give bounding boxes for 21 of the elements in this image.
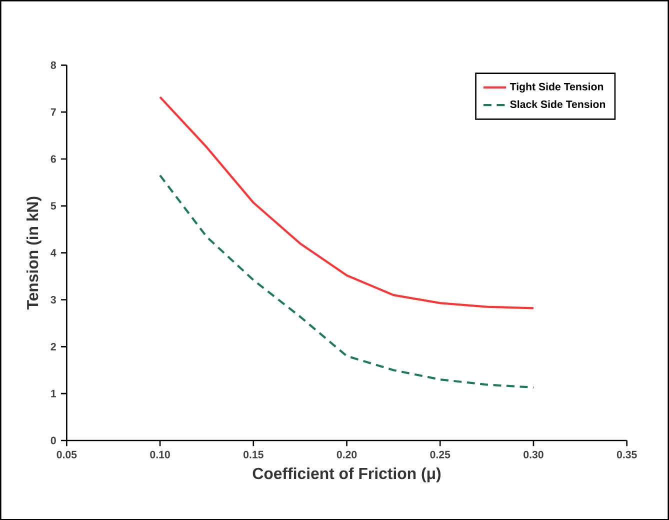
- y-tick-label: 1: [51, 390, 56, 398]
- x-tick-label: 0.15: [243, 450, 264, 458]
- x-tick-label: 0.20: [336, 450, 357, 458]
- y-axis-title: Tension (in kN): [26, 196, 42, 310]
- legend-label: Slack Side Tension: [510, 100, 606, 108]
- x-tick-label: 0.10: [150, 450, 170, 458]
- x-tick-label: 0.30: [524, 450, 544, 458]
- y-tick-label: 7: [50, 108, 56, 116]
- y-tick-label: 2: [50, 342, 56, 350]
- x-axis-title: Coefficient of Friction (μ): [252, 467, 441, 482]
- line-series: [158, 174, 535, 388]
- y-tick-label: 3: [50, 296, 56, 304]
- legend-label: Tight Side Tension: [510, 82, 604, 92]
- x-tick-label: 0.05: [56, 450, 77, 458]
- x-tick-label: 0.25: [430, 450, 450, 458]
- y-tick-label: 0: [50, 436, 56, 444]
- y-tick-label: 6: [50, 155, 56, 163]
- y-tick-label: 8: [50, 61, 56, 69]
- y-tick-label: 5: [50, 202, 56, 210]
- x-tick-label: 0.35: [616, 450, 637, 458]
- y-tick-label: 4: [50, 249, 56, 256]
